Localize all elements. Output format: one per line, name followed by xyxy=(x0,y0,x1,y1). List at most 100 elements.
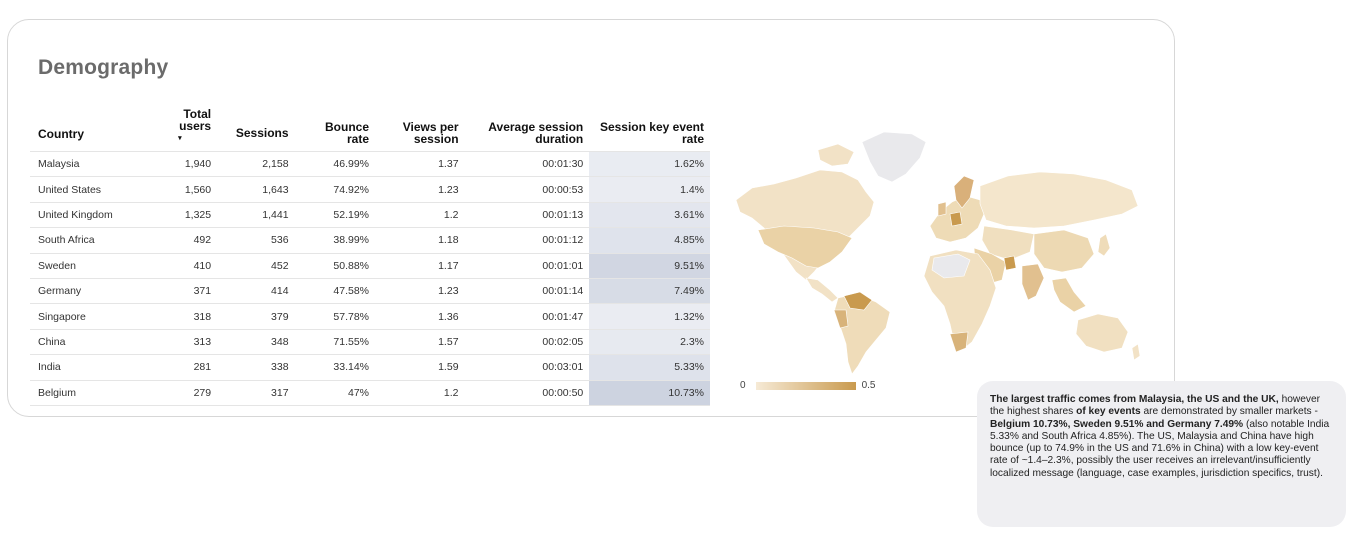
map-region-australia[interactable] xyxy=(1075,313,1129,353)
map-region-north-africa[interactable] xyxy=(931,253,971,279)
header-sessions[interactable]: Sessions xyxy=(235,125,289,140)
table-header-row: Country Total users ▾ Sessions Bounce ra… xyxy=(30,108,710,152)
cell-bounce-rate: 46.99% xyxy=(294,150,376,177)
map-region-peru[interactable] xyxy=(833,309,849,329)
map-legend: 0 0.5 xyxy=(740,380,875,391)
header-bounce-rate[interactable]: Bounce rate xyxy=(325,120,370,146)
cell-session-key-event-rate: 9.51% xyxy=(589,252,710,279)
world-map xyxy=(735,131,1141,375)
cell-country: United States xyxy=(30,176,143,203)
table-row[interactable]: Sweden 410 452 50.88% 1.17 00:01:01 9.51% xyxy=(30,252,710,279)
cell-session-key-event-rate: 3.61% xyxy=(589,201,710,228)
cell-total-users: 1,560 xyxy=(142,176,218,203)
cell-session-key-event-rate: 2.3% xyxy=(589,328,710,355)
cell-views-per-session: 1.17 xyxy=(375,252,465,279)
map-region-canada-islands[interactable] xyxy=(817,143,855,167)
map-region-iran-iraq[interactable] xyxy=(1003,255,1017,271)
header-avg-session-duration[interactable]: Average session duration xyxy=(488,120,584,146)
map-region-new-zealand[interactable] xyxy=(1131,343,1141,361)
cell-views-per-session: 1.37 xyxy=(375,150,465,177)
cell-sessions: 1,643 xyxy=(217,176,295,203)
map-region-uk[interactable] xyxy=(937,201,947,217)
map-region-russia[interactable] xyxy=(979,171,1139,229)
cell-country: India xyxy=(30,354,143,381)
cell-country: Singapore xyxy=(30,303,143,330)
cell-avg-session-duration: 00:01:01 xyxy=(464,252,590,279)
insight-note: The largest traffic comes from Malaysia,… xyxy=(977,381,1346,527)
cell-total-users: 1,325 xyxy=(142,201,218,228)
cell-session-key-event-rate: 4.85% xyxy=(589,227,710,254)
header-country[interactable]: Country xyxy=(38,126,84,141)
table-row[interactable]: Germany 371 414 47.58% 1.23 00:01:14 7.49% xyxy=(30,277,710,304)
cell-bounce-rate: 38.99% xyxy=(294,227,376,254)
cell-session-key-event-rate: 1.4% xyxy=(589,176,710,203)
map-region-united-states[interactable] xyxy=(757,225,853,269)
cell-sessions: 414 xyxy=(217,277,295,304)
header-views-per-session[interactable]: Views per session xyxy=(402,120,459,146)
cell-sessions: 2,158 xyxy=(217,150,295,177)
header-total-users[interactable]: Total users ▾ xyxy=(143,108,217,152)
cell-views-per-session: 1.23 xyxy=(375,277,465,304)
table-row[interactable]: United Kingdom 1,325 1,441 52.19% 1.2 00:01:1… xyxy=(30,201,710,228)
table-row[interactable]: Malaysia 1,940 2,158 46.99% 1.37 00:01:30 1.62… xyxy=(30,150,710,177)
cell-bounce-rate: 33.14% xyxy=(294,354,376,381)
cell-bounce-rate: 71.55% xyxy=(294,328,376,355)
map-region-germany-belgium[interactable] xyxy=(949,211,963,227)
note-text-3: of key events xyxy=(1076,406,1141,418)
map-region-india[interactable] xyxy=(1021,263,1045,301)
table-row[interactable]: Singapore 318 379 57.78% 1.36 00:01:47 1.32% xyxy=(30,303,710,330)
map-region-south-africa[interactable] xyxy=(949,331,969,353)
note-text-5: Belgium 10.73%, Sweden 9.51% and Germany… xyxy=(990,418,1244,430)
cell-avg-session-duration: 00:01:14 xyxy=(464,277,590,304)
cell-country: Belgium xyxy=(30,379,143,406)
legend-gradient-bar xyxy=(755,381,856,390)
table-row[interactable]: United States 1,560 1,643 74.92% 1.23 00:00:5… xyxy=(30,176,710,203)
table-row[interactable]: India 281 338 33.14% 1.59 00:03:01 5.33% xyxy=(30,354,710,381)
cell-country: United Kingdom xyxy=(30,201,143,228)
map-region-south-america[interactable] xyxy=(833,293,891,375)
cell-total-users: 279 xyxy=(142,379,218,406)
note-text-6: (also notable India 5.33% and South Afri… xyxy=(990,418,1330,479)
note-text-1: The largest traffic comes from Malaysia,… xyxy=(990,394,1279,405)
sort-descending-icon[interactable]: ▾ xyxy=(178,135,182,142)
cell-views-per-session: 1.57 xyxy=(375,328,465,355)
map-region-colombia-venezuela[interactable] xyxy=(843,291,873,311)
header-session-key-event-rate[interactable]: Session key event rate xyxy=(599,120,704,146)
map-region-china[interactable] xyxy=(1033,229,1095,273)
cell-country: Malaysia xyxy=(30,150,143,177)
cell-session-key-event-rate: 1.62% xyxy=(589,150,710,177)
cell-sessions: 536 xyxy=(217,227,295,254)
cell-views-per-session: 1.18 xyxy=(375,227,465,254)
cell-bounce-rate: 52.19% xyxy=(294,201,376,228)
cell-views-per-session: 1.23 xyxy=(375,176,465,203)
map-region-japan[interactable] xyxy=(1097,233,1111,257)
map-region-central-america[interactable] xyxy=(805,277,839,303)
cell-session-key-event-rate: 1.32% xyxy=(589,303,710,330)
map-region-central-asia[interactable] xyxy=(981,225,1035,261)
cell-sessions: 1,441 xyxy=(217,201,295,228)
cell-country: China xyxy=(30,328,143,355)
map-region-greenland[interactable] xyxy=(861,131,927,183)
cell-session-key-event-rate: 7.49% xyxy=(589,277,710,304)
note-text-2: however the highest shares xyxy=(990,394,1321,418)
note-text-4: are demonstrated by smaller markets - xyxy=(1140,406,1318,418)
cell-sessions: 338 xyxy=(217,354,295,381)
card-title: Demography xyxy=(38,56,169,79)
cell-total-users: 313 xyxy=(142,328,218,355)
cell-sessions: 379 xyxy=(217,303,295,330)
cell-session-key-event-rate: 10.73% xyxy=(589,379,710,406)
cell-total-users: 1,940 xyxy=(142,150,218,177)
cell-views-per-session: 1.2 xyxy=(375,201,465,228)
table-row[interactable]: Belgium 279 317 47% 1.2 00:00:50 10.73% xyxy=(30,379,710,406)
table-row[interactable]: South Africa 492 536 38.99% 1.18 00:01:12 4.85… xyxy=(30,227,710,254)
table-row[interactable]: China 313 348 71.55% 1.57 00:02:05 2.3% xyxy=(30,328,710,355)
map-region-southeast-asia[interactable] xyxy=(1051,277,1087,313)
cell-total-users: 281 xyxy=(142,354,218,381)
cell-avg-session-duration: 00:01:30 xyxy=(464,150,590,177)
legend-min-label: 0 xyxy=(740,380,746,391)
map-region-scandinavia[interactable] xyxy=(953,175,975,209)
cell-views-per-session: 1.36 xyxy=(375,303,465,330)
cell-country: Germany xyxy=(30,277,143,304)
cell-sessions: 452 xyxy=(217,252,295,279)
cell-sessions: 348 xyxy=(217,328,295,355)
